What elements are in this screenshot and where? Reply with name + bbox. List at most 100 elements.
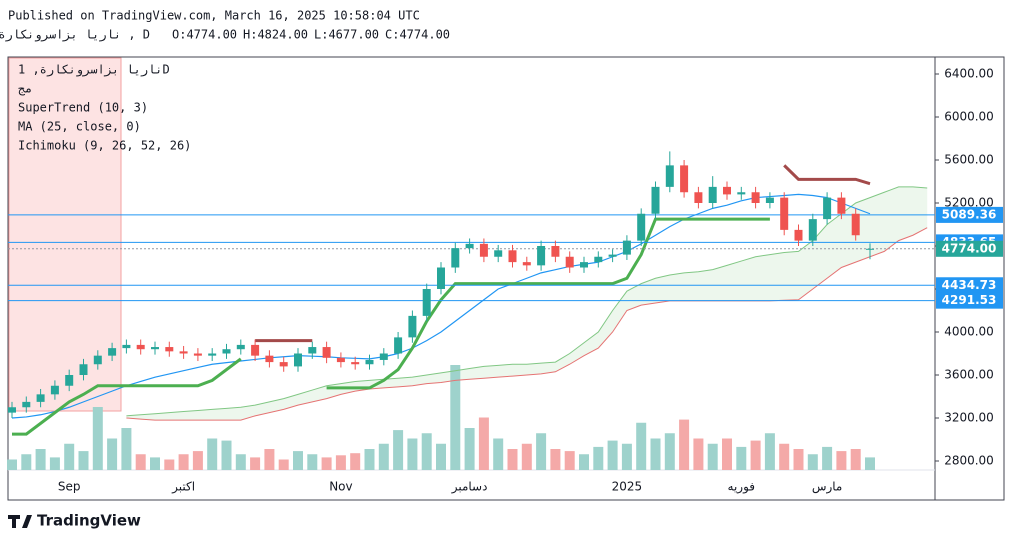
candle-body: [422, 289, 431, 316]
volume-bar: [722, 438, 732, 470]
level-label: 4434.73: [942, 278, 997, 292]
indicator-line: [12, 217, 770, 436]
volume-bar: [621, 443, 632, 470]
candle-body: [179, 351, 188, 354]
candle-body: [637, 213, 646, 241]
y-tick-label: 5600.00: [944, 153, 994, 167]
y-tick-label: 6000.00: [944, 110, 994, 124]
volume-bar: [407, 438, 418, 470]
legend-supertrend: SuperTrend (10, 3): [18, 101, 148, 115]
candle-body: [837, 197, 846, 214]
logo: [8, 515, 32, 528]
indicator-line: [126, 227, 928, 421]
volume-bar: [822, 446, 833, 470]
level-label: 4291.53: [942, 293, 997, 307]
symbol: ناريا بزاسرونكارة , D: [0, 28, 150, 43]
volume-bar: [92, 407, 103, 470]
volume-bar: [865, 457, 875, 470]
candle-body: [236, 344, 245, 350]
candle-body: [22, 401, 31, 408]
ohlc-low: L:4677.00: [314, 28, 379, 42]
volume-bar: [393, 430, 404, 470]
ohlc-close: C:4774.00: [385, 28, 450, 42]
candle-body: [608, 254, 617, 257]
x-tick-label: 2025: [612, 480, 643, 494]
volume-bar: [478, 417, 489, 470]
volume-bar: [78, 451, 89, 470]
candle-body: [308, 347, 317, 354]
indicator-line: [11, 193, 871, 419]
candle-body: [622, 240, 631, 255]
candle-body: [580, 262, 588, 268]
candle-body: [680, 165, 689, 193]
candle-body: [79, 364, 88, 375]
volume-bar: [464, 428, 475, 470]
volume-bar: [221, 440, 232, 470]
published: Published on TradingView.com, March 16, …: [8, 9, 420, 23]
candle-body: [93, 355, 102, 365]
candle-body: [136, 344, 145, 350]
candle-body: [65, 375, 74, 386]
ichimoku-cloud: [126, 186, 928, 421]
footer-brand: TradingView: [37, 512, 141, 530]
candle-body: [437, 267, 445, 289]
candle-body: [708, 186, 717, 203]
volume-bar: [21, 454, 32, 470]
level-label: 5089.36: [942, 207, 997, 221]
volume-bar: [135, 454, 146, 470]
volume-bar: [636, 422, 647, 470]
volume-bar: [293, 451, 303, 470]
candle-body: [222, 349, 231, 354]
volume-bar: [192, 451, 203, 470]
x-tick-label: Nov: [329, 480, 352, 494]
candle-body: [551, 246, 560, 257]
volume-bar: [750, 440, 761, 470]
pane-border: [7, 56, 1005, 501]
level-tag: [936, 277, 1003, 294]
volume-bar: [278, 459, 289, 470]
volume-bar: [493, 438, 504, 470]
x-tick-label: مارس: [812, 480, 843, 495]
volume-bar: [378, 443, 389, 470]
candle-body: [494, 250, 503, 257]
volume-bar: [593, 446, 604, 470]
volume-bar: [507, 449, 518, 470]
legend-symbol: ناريا بزاسرونكارة, 1D: [18, 63, 170, 78]
candle-body: [351, 362, 360, 365]
y-tick-label: 5200.00: [944, 196, 994, 210]
candle-body: [808, 219, 817, 241]
volume-bar: [121, 428, 132, 470]
x-tick-label: دسامبر: [451, 480, 488, 495]
candle-body: [365, 359, 374, 365]
candle-body: [866, 248, 874, 250]
candle-body: [651, 186, 660, 214]
volume-bar: [364, 449, 375, 470]
volume-bar: [764, 433, 775, 470]
candle-body: [851, 213, 860, 236]
level-tag: [936, 240, 1003, 257]
y-tick-label: 2800.00: [944, 454, 994, 468]
candle-body: [322, 347, 331, 358]
volume-bar: [693, 438, 704, 470]
candle-body: [294, 353, 302, 367]
candle-body: [108, 348, 117, 356]
candle-body: [479, 243, 488, 257]
candle-body: [465, 243, 474, 249]
volume-bar: [421, 433, 432, 470]
candle-body: [151, 347, 159, 350]
candle-body: [522, 262, 531, 266]
volume-bar: [307, 454, 318, 470]
volume-bar: [536, 433, 547, 470]
candle-body: [122, 344, 131, 349]
candle-body: [765, 197, 774, 203]
y-tick-label: 3600.00: [944, 368, 994, 382]
volume-bar: [164, 459, 175, 470]
volume-bar: [779, 443, 790, 470]
candle-body: [36, 394, 45, 402]
ohlc-high: H:4824.00: [243, 28, 308, 42]
volume-bar: [736, 446, 747, 470]
ohlc-open: O:4774.00: [172, 28, 237, 42]
candle-body: [565, 256, 574, 268]
x-tick-label: فوريه: [728, 480, 756, 495]
